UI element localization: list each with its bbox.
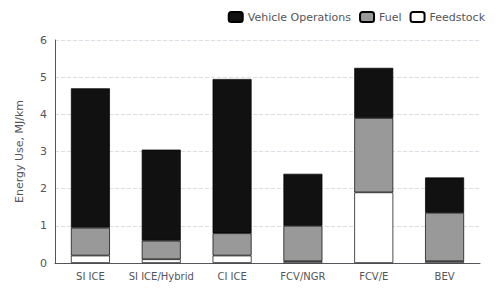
svg-text:2: 2 [40, 182, 47, 195]
svg-text:BEV: BEV [435, 271, 455, 282]
svg-text:3: 3 [40, 145, 47, 158]
svg-text:6: 6 [40, 34, 47, 47]
svg-text:SI ICE/Hybrid: SI ICE/Hybrid [129, 271, 194, 282]
svg-text:Feedstock: Feedstock [430, 11, 486, 24]
svg-text:0: 0 [40, 257, 47, 270]
svg-text:SI ICE: SI ICE [76, 271, 105, 282]
svg-text:Vehicle Operations: Vehicle Operations [248, 11, 352, 24]
svg-text:FCV/E: FCV/E [359, 271, 388, 282]
svg-text:FCV/NGR: FCV/NGR [280, 271, 325, 282]
svg-text:CI ICE: CI ICE [217, 271, 246, 282]
svg-text:1: 1 [40, 219, 47, 232]
svg-text:Fuel: Fuel [379, 11, 402, 24]
svg-text:4: 4 [40, 108, 47, 121]
svg-text:Energy Use, MJ/km: Energy Use, MJ/km [13, 100, 26, 203]
svg-text:5: 5 [40, 71, 47, 84]
